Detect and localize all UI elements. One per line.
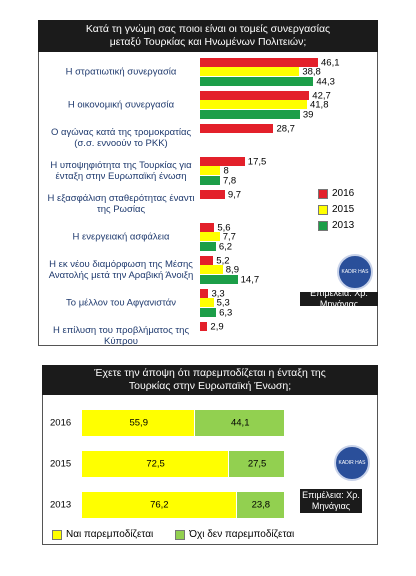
category-label: Η υποψηφιότητα της Τουρκίας για ένταξη σ… <box>50 160 192 182</box>
bar <box>200 255 214 265</box>
value-label: 6,3 <box>219 307 233 318</box>
bar <box>200 321 208 331</box>
value-label: 39 <box>302 109 314 120</box>
bar <box>200 123 274 133</box>
value-label: 44,3 <box>316 76 335 87</box>
bar <box>200 156 245 166</box>
bar-segment <box>229 451 285 477</box>
legend: 2016 2015 2013 <box>318 188 354 231</box>
legend-swatch <box>175 529 186 540</box>
annotation: Επιμέλεια: Χρ. Μηνάγιας <box>300 288 378 309</box>
legend-label: Όχι δεν παρεμποδίζεται <box>189 529 295 540</box>
category-label: 2013 <box>50 499 72 511</box>
category-label: Η στρατιωτική συνεργασία <box>65 66 177 78</box>
category-label: Ο αγώνας κατά της τρομοκρατίας (σ.σ. ενν… <box>50 127 192 149</box>
category-label: Η εκ νέου διαμόρφωση της Μέσης Ανατολής … <box>48 259 194 281</box>
category-label: Η οικονομική συνεργασία <box>67 99 175 111</box>
category-label: Η εξασφάλιση σταθερότητας έναντι της Ρωσ… <box>47 193 195 215</box>
bar <box>200 67 300 77</box>
category-label: 2016 <box>50 417 72 429</box>
category-label: Το μέλλον του Αφγανιστάν <box>66 297 176 309</box>
bar <box>200 222 215 232</box>
value-label: 8,9 <box>225 264 239 276</box>
bar <box>200 57 318 67</box>
value-label: 6,2 <box>218 241 233 252</box>
bar <box>200 232 220 242</box>
logo: KADIR HAS <box>334 445 370 481</box>
category-label: 2015 <box>50 458 72 470</box>
bar <box>200 241 216 251</box>
value-label: 23,8 <box>251 499 271 511</box>
bar <box>200 298 214 308</box>
value-label: 7,7 <box>222 231 236 243</box>
bar <box>200 175 220 185</box>
legend-swatch <box>318 220 328 231</box>
value-label: 3,3 <box>211 288 225 299</box>
value-label: 9,7 <box>227 189 242 200</box>
value-label: 2,9 <box>210 321 224 332</box>
bar-segment <box>82 410 196 436</box>
bar-segment <box>195 410 285 436</box>
legend-item: 2013 <box>318 220 354 231</box>
value-label: 41,8 <box>309 99 329 111</box>
legend: Ναι παρεμποδίζεται Όχι δεν παρεμποδίζεται <box>52 529 294 540</box>
bar <box>200 76 314 86</box>
value-label: 5,2 <box>216 255 230 266</box>
bar <box>200 166 221 176</box>
legend-label: 2013 <box>332 220 355 231</box>
value-label: 8 <box>223 165 229 177</box>
value-label: 5,6 <box>217 222 231 233</box>
category-label: Η επίλυση του προβλήματος της Κύπρου <box>52 325 190 347</box>
bar <box>200 90 310 100</box>
value-label: 46,1 <box>321 57 340 68</box>
legend-swatch <box>318 204 328 215</box>
value-label: 55,9 <box>129 417 148 429</box>
value-label: 76,2 <box>150 499 169 511</box>
value-label: 27,5 <box>247 458 267 470</box>
bar <box>200 109 300 119</box>
bar <box>200 274 238 284</box>
chart-title: Κατά τη γνώμη σας ποιοι είναι οι τομείς … <box>38 20 378 52</box>
legend-label: 2015 <box>332 204 355 215</box>
value-label: 14,7 <box>240 274 260 285</box>
value-label: 42,7 <box>312 90 331 101</box>
legend-item: Ναι παρεμποδίζεται <box>52 529 153 540</box>
legend-swatch <box>52 529 62 540</box>
bar <box>200 265 223 275</box>
bar-segment <box>82 451 230 477</box>
legend-item: Όχι δεν παρεμποδίζεται <box>175 529 294 540</box>
bar <box>200 307 217 317</box>
value-label: 38,8 <box>302 66 321 78</box>
bar <box>200 189 225 199</box>
legend-label: 2016 <box>332 188 355 199</box>
value-label: 28,7 <box>276 123 295 134</box>
value-label: 7,8 <box>222 175 237 186</box>
logo: KADIR HAS <box>337 254 373 290</box>
chart-title: Έχετε την άποψη ότι παρεμποδίζεται η έντ… <box>42 365 378 395</box>
bar <box>200 100 307 110</box>
bar <box>200 288 209 298</box>
legend-label: Ναι παρεμποδίζεται <box>66 529 154 540</box>
legend-item: 2016 <box>318 188 354 199</box>
legend-item: 2015 <box>318 204 354 215</box>
value-label: 44,1 <box>230 417 250 429</box>
value-label: 5,3 <box>216 297 230 309</box>
bar-segment <box>236 492 285 518</box>
value-label: 72,5 <box>146 458 165 470</box>
annotation: Επιμέλεια: Χρ. Μηνάγιας <box>300 489 362 513</box>
category-label: Η ενεργειακή ασφάλεια <box>72 231 170 243</box>
legend-swatch <box>318 188 328 199</box>
value-label: 17,5 <box>247 156 267 167</box>
bar-segment <box>82 492 237 518</box>
